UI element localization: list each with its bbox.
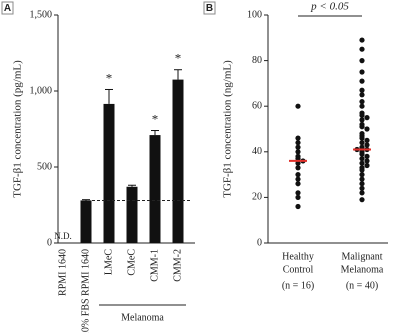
- y-tick-label: 1,500: [30, 9, 53, 20]
- dot: [359, 103, 365, 109]
- dot: [295, 194, 301, 200]
- dot: [359, 69, 365, 75]
- dot: [364, 162, 370, 169]
- dot: [295, 144, 301, 150]
- y-axis-title: TGF-β1 concentration (ng/mL): [222, 60, 234, 198]
- dot: [359, 117, 365, 123]
- panel-label: B: [206, 3, 213, 14]
- dot: [359, 172, 365, 178]
- dot: [359, 185, 365, 191]
- x-tick-label: LMeC: [103, 249, 114, 275]
- y-tick-label: 0: [47, 237, 52, 248]
- dot: [359, 167, 365, 173]
- dot: [359, 156, 365, 162]
- dot: [295, 190, 301, 196]
- panel-label: A: [4, 3, 11, 14]
- dot: [364, 137, 370, 143]
- dot: [364, 126, 370, 132]
- dot: [359, 37, 365, 43]
- dot: [364, 158, 370, 164]
- dot: [364, 142, 370, 148]
- y-tick-label: 40: [252, 146, 262, 157]
- dot: [359, 151, 365, 157]
- dot: [359, 58, 365, 64]
- significance-marker: *: [106, 70, 113, 85]
- dot: [295, 103, 301, 109]
- dot: [295, 181, 301, 187]
- y-tick-label: 60: [252, 100, 262, 111]
- y-axis-title: TGF-β1 concentration (pg/mL): [12, 60, 24, 198]
- group-label: Melanoma: [121, 312, 164, 323]
- dot: [295, 140, 301, 146]
- dot: [359, 112, 365, 118]
- dot: [359, 92, 365, 98]
- x-tick-label: Healthy: [282, 251, 314, 262]
- dot: [364, 153, 370, 159]
- dot: [359, 124, 365, 130]
- x-tick-label: Malignant: [341, 251, 382, 262]
- dot: [359, 176, 365, 182]
- y-tick-label: 1,000: [30, 85, 53, 96]
- dot: [364, 115, 370, 121]
- y-tick-label: 0: [257, 237, 262, 248]
- y-tick-label: 20: [252, 192, 262, 203]
- significance-marker: *: [175, 51, 182, 66]
- x-tick-label: RPMI 1640: [57, 249, 68, 296]
- x-tick-label: Melanoma: [341, 264, 384, 275]
- x-tick-label: CMeC: [126, 249, 137, 276]
- dot: [359, 181, 365, 187]
- dot: [359, 190, 365, 196]
- dot: [359, 135, 365, 141]
- dot: [295, 172, 301, 178]
- bar: [172, 79, 184, 243]
- value-label: N.D.: [54, 231, 72, 241]
- bar: [103, 103, 115, 243]
- y-tick-label: 500: [37, 161, 52, 172]
- dot: [359, 78, 365, 84]
- bar: [149, 135, 161, 243]
- x-tick-label: CMM-2: [172, 249, 183, 282]
- n-label: (n = 40): [346, 280, 378, 291]
- panel-box: [203, 1, 216, 15]
- bar: [80, 200, 92, 243]
- bar: [126, 186, 138, 243]
- dot: [295, 203, 301, 210]
- dot: [359, 46, 365, 52]
- dot: [295, 176, 301, 182]
- dot: [359, 140, 365, 146]
- dot: [295, 149, 301, 155]
- x-tick-label: 10% FBS RPMI 1640: [80, 249, 91, 333]
- dot: [359, 160, 365, 166]
- dot: [295, 135, 301, 141]
- x-tick-label: Control: [283, 264, 314, 275]
- dot: [295, 165, 301, 171]
- significance-marker: *: [152, 112, 159, 127]
- y-tick-label: 100: [247, 9, 262, 20]
- y-tick-label: 80: [252, 55, 262, 66]
- panel-box: [1, 1, 14, 15]
- n-label: (n = 16): [282, 280, 314, 291]
- dot: [359, 87, 365, 93]
- dot: [359, 197, 365, 203]
- x-tick-label: CMM-1: [149, 249, 160, 282]
- annotation: p < 0.05: [310, 1, 349, 13]
- dot: [359, 99, 365, 105]
